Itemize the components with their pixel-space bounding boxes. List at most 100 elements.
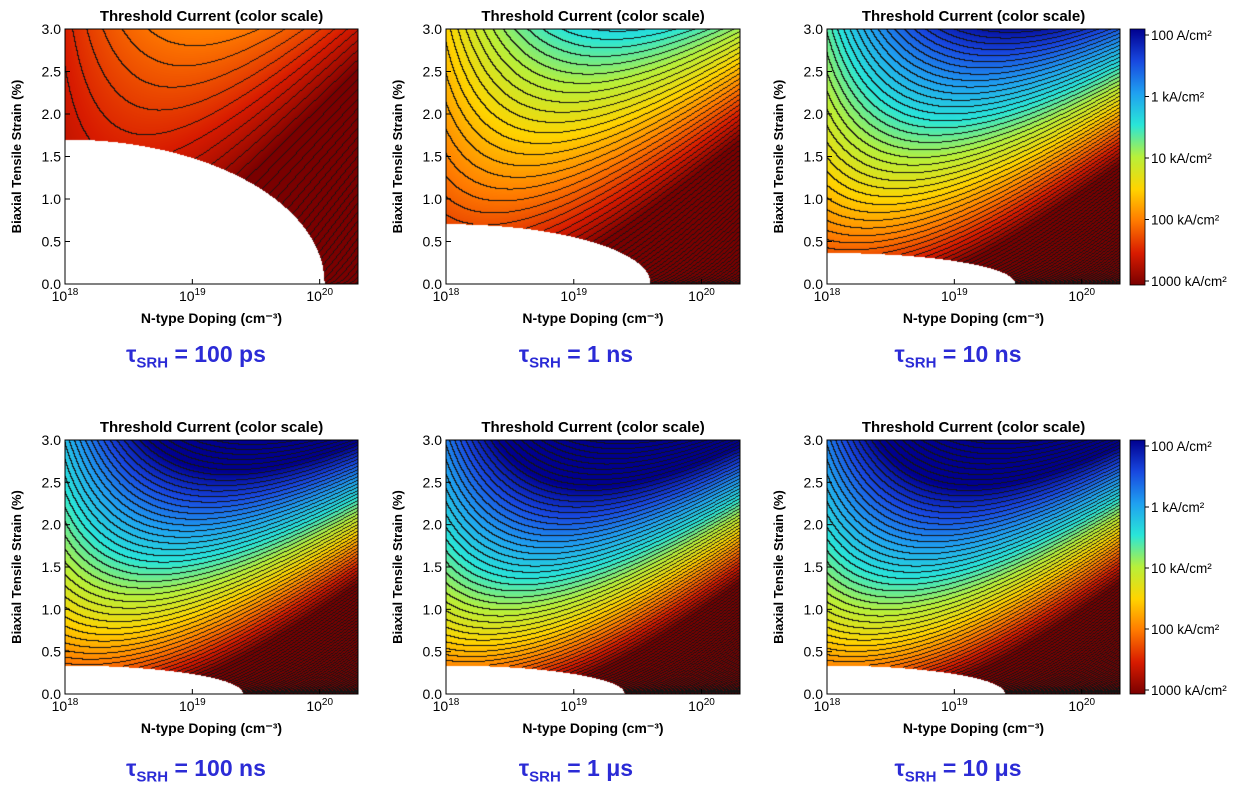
y-tick-label: 1.0 [804, 191, 824, 207]
colorbar-label: 100 A/cm² [1151, 28, 1212, 43]
y-tick-label: 2.5 [804, 64, 824, 80]
y-tick-label: 2.0 [423, 517, 443, 533]
x-tick-label: 1019 [560, 697, 587, 714]
panel-label-4: τSRH = 100 ns [126, 755, 266, 786]
x-tick-label: 1020 [1068, 287, 1095, 304]
panel-label-3: τSRH = 10 ns [894, 341, 1022, 372]
y-tick-label: 0.0 [804, 276, 824, 292]
colorbar-label: 100 kA/cm² [1151, 622, 1220, 637]
y-tick-label: 1.0 [423, 191, 443, 207]
y-tick-label: 2.5 [42, 474, 62, 490]
x-tick-label: 1019 [941, 697, 968, 714]
y-tick-label: 0.0 [42, 686, 62, 702]
y-tick-label: 0.5 [804, 644, 824, 660]
colorbar: 100 A/cm² 1 kA/cm² 10 kA/cm² 100 kA/cm² 1000… [1129, 28, 1227, 289]
chart-title: Threshold Current (color scale) [100, 419, 323, 436]
x-axis-label: N-type Doping (cm⁻³) [903, 720, 1044, 736]
threshold-map-panel: Threshold Current (color scale) 0.0 0.5 1.0… [390, 419, 741, 736]
x-tick-label: 1018 [814, 697, 841, 714]
x-tick-label: 1019 [941, 287, 968, 304]
colorbar-gradient [1129, 28, 1146, 286]
colorbar-label: 100 kA/cm² [1151, 213, 1220, 228]
y-tick-label: 3.0 [42, 21, 62, 37]
x-tick-label: 1018 [52, 287, 79, 304]
panel-label-6: τSRH = 10 μs [894, 755, 1022, 786]
y-tick-label: 3.0 [42, 432, 62, 448]
threshold-map-panel: Threshold Current (color scale) 0.0 0.5 1.0… [9, 419, 359, 736]
y-tick-label: 2.5 [423, 474, 443, 490]
colorbar-label: 1000 kA/cm² [1151, 274, 1227, 289]
y-tick-label: 0.5 [423, 234, 443, 250]
colorbar-label: 1 kA/cm² [1151, 90, 1205, 105]
colorbar: 100 A/cm² 1 kA/cm² 10 kA/cm² 100 kA/cm² 1000… [1129, 439, 1227, 698]
x-tick-label: 1020 [306, 287, 333, 304]
y-tick-label: 3.0 [804, 21, 824, 37]
y-tick-label: 2.0 [804, 517, 824, 533]
x-axis-label: N-type Doping (cm⁻³) [522, 720, 663, 736]
panel-label-5: τSRH = 1 μs [518, 755, 634, 786]
heatmap-surface [65, 440, 358, 694]
y-axis-label: Biaxial Tensile Strain (%) [771, 80, 786, 234]
y-tick-label: 3.0 [804, 432, 824, 448]
y-tick-label: 3.0 [423, 432, 443, 448]
y-tick-label: 0.0 [423, 686, 443, 702]
y-tick-label: 0.5 [42, 234, 62, 250]
x-tick-label: 1019 [179, 287, 206, 304]
chart-title: Threshold Current (color scale) [481, 8, 704, 25]
x-tick-label: 1020 [688, 287, 715, 304]
y-tick-label: 2.5 [423, 64, 443, 80]
y-tick-label: 1.5 [42, 559, 62, 575]
y-tick-label: 2.5 [804, 474, 824, 490]
x-tick-label: 1018 [433, 287, 460, 304]
panel-label-1: τSRH = 100 ps [126, 341, 266, 372]
threshold-map-panel: Threshold Current (color scale) 0.0 0.5 1.0… [9, 8, 359, 326]
x-tick-label: 1020 [1068, 697, 1095, 714]
heatmap-surface [65, 29, 358, 284]
x-tick-label: 1018 [814, 287, 841, 304]
y-axis-label: Biaxial Tensile Strain (%) [390, 80, 405, 234]
y-tick-label: 0.0 [423, 276, 443, 292]
threshold-map-panel: Threshold Current (color scale) 0.0 0.5 1.0… [390, 8, 741, 326]
y-axis-label: Biaxial Tensile Strain (%) [771, 490, 786, 644]
heatmap-surface [446, 29, 740, 284]
x-axis-label: N-type Doping (cm⁻³) [522, 310, 663, 326]
heatmap-surface [446, 440, 740, 694]
y-axis-label: Biaxial Tensile Strain (%) [390, 490, 405, 644]
x-axis-label: N-type Doping (cm⁻³) [903, 310, 1044, 326]
chart-title: Threshold Current (color scale) [481, 419, 704, 436]
x-axis-label: N-type Doping (cm⁻³) [141, 310, 282, 326]
x-tick-label: 1018 [52, 697, 79, 714]
y-tick-label: 2.0 [804, 106, 824, 122]
x-tick-label: 1019 [560, 287, 587, 304]
y-tick-label: 0.5 [804, 234, 824, 250]
y-tick-label: 1.0 [42, 191, 62, 207]
y-tick-label: 0.5 [42, 644, 62, 660]
chart-title: Threshold Current (color scale) [100, 8, 323, 25]
y-tick-label: 3.0 [423, 21, 443, 37]
y-tick-label: 2.0 [423, 106, 443, 122]
colorbar-gradient [1129, 439, 1146, 695]
y-axis-label: Biaxial Tensile Strain (%) [9, 490, 24, 644]
x-tick-label: 1020 [688, 697, 715, 714]
y-tick-label: 0.5 [423, 644, 443, 660]
chart-title: Threshold Current (color scale) [862, 8, 1085, 25]
heatmap-surface [827, 440, 1120, 694]
y-tick-label: 2.0 [42, 106, 62, 122]
colorbar-label: 1 kA/cm² [1151, 500, 1205, 515]
y-tick-label: 1.5 [804, 149, 824, 165]
y-axis-label: Biaxial Tensile Strain (%) [9, 80, 24, 234]
threshold-map-panel: Threshold Current (color scale) 0.0 0.5 1.0… [771, 8, 1121, 326]
y-tick-label: 1.5 [804, 559, 824, 575]
x-tick-label: 1020 [306, 697, 333, 714]
y-tick-label: 0.0 [42, 276, 62, 292]
y-tick-label: 1.0 [423, 601, 443, 617]
y-tick-label: 1.0 [804, 601, 824, 617]
y-tick-label: 0.0 [804, 686, 824, 702]
y-tick-label: 1.0 [42, 601, 62, 617]
chart-title: Threshold Current (color scale) [862, 419, 1085, 436]
heatmap-surface [827, 29, 1120, 284]
y-tick-label: 2.0 [42, 517, 62, 533]
y-tick-label: 1.5 [423, 149, 443, 165]
y-tick-label: 2.5 [42, 64, 62, 80]
